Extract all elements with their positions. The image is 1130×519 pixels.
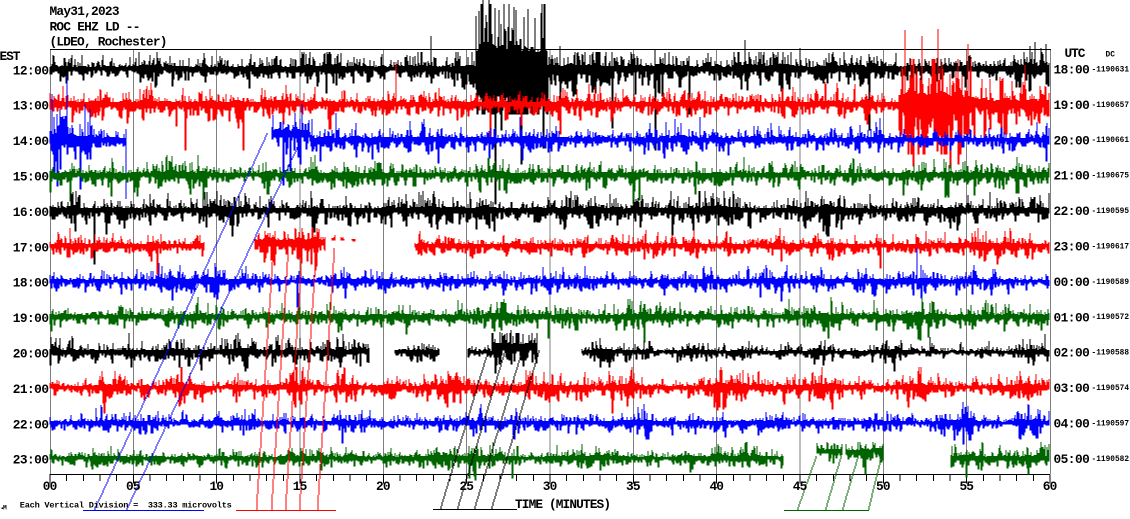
svg-text:01:00: 01:00 [1054, 310, 1090, 325]
svg-text:30: 30 [543, 479, 558, 494]
svg-text:UTC: UTC [1065, 46, 1086, 61]
svg-text:50: 50 [876, 479, 891, 494]
svg-text:20:00: 20:00 [1054, 133, 1090, 148]
svg-text:05:00: 05:00 [1054, 452, 1090, 467]
svg-text:14:00: 14:00 [13, 134, 49, 149]
svg-text:20:00: 20:00 [13, 347, 49, 362]
svg-text:21:00: 21:00 [13, 382, 49, 397]
svg-text:-1190595: -1190595 [1092, 208, 1130, 216]
svg-text:13:00: 13:00 [13, 99, 49, 114]
svg-text:-1190631: -1190631 [1092, 66, 1130, 74]
svg-text:Each Vertical Division = 333.: Each Vertical Division = 333.33 microvol… [20, 501, 232, 511]
svg-text:15: 15 [293, 479, 308, 494]
svg-text:00:00: 00:00 [1054, 275, 1090, 290]
svg-text:35: 35 [626, 479, 641, 494]
svg-text:05: 05 [126, 479, 141, 494]
svg-text:-1190589: -1190589 [1092, 279, 1130, 287]
svg-text:21:00: 21:00 [1054, 169, 1090, 184]
svg-text:55: 55 [959, 479, 974, 494]
svg-text:-1190617: -1190617 [1092, 243, 1130, 251]
svg-text:-1190572: -1190572 [1092, 314, 1130, 322]
svg-text:-1190675: -1190675 [1092, 173, 1130, 181]
svg-text:60: 60 [1043, 479, 1058, 494]
svg-text:02:00: 02:00 [1054, 346, 1090, 361]
svg-text:-1190588: -1190588 [1092, 350, 1130, 358]
svg-text:40: 40 [709, 479, 724, 494]
svg-text:03:00: 03:00 [1054, 381, 1090, 396]
svg-text:19:00: 19:00 [1054, 98, 1090, 113]
svg-text:23:00: 23:00 [1054, 240, 1090, 255]
svg-text:15:00: 15:00 [13, 170, 49, 185]
svg-text:25: 25 [459, 479, 474, 494]
svg-text:23:00: 23:00 [13, 453, 49, 468]
svg-text:-1190597: -1190597 [1092, 420, 1130, 428]
svg-text:12:00: 12:00 [13, 63, 49, 78]
svg-text:16:00: 16:00 [13, 205, 49, 220]
svg-text:10: 10 [209, 479, 224, 494]
svg-text:TIME (MINUTES): TIME (MINUTES) [515, 497, 611, 512]
svg-text:-1190657: -1190657 [1092, 102, 1130, 110]
svg-text:22:00: 22:00 [1054, 204, 1090, 219]
svg-text:-1190574: -1190574 [1092, 385, 1130, 393]
svg-text:M: M [3, 505, 7, 512]
svg-text:45: 45 [793, 479, 808, 494]
svg-text:18:00: 18:00 [13, 276, 49, 291]
svg-text:18:00: 18:00 [1054, 63, 1090, 78]
svg-text:22:00: 22:00 [13, 417, 49, 432]
svg-text:20: 20 [376, 479, 391, 494]
svg-text:04:00: 04:00 [1054, 417, 1090, 432]
svg-text:17:00: 17:00 [13, 240, 49, 255]
svg-text:ROC EHZ LD --: ROC EHZ LD -- [50, 19, 141, 34]
svg-text:00: 00 [43, 479, 58, 494]
svg-text:DC: DC [1106, 52, 1116, 60]
svg-text:-1190661: -1190661 [1092, 137, 1130, 145]
svg-text:-1190582: -1190582 [1092, 456, 1130, 464]
svg-text:19:00: 19:00 [13, 311, 49, 326]
svg-text:(LDEO, Rochester): (LDEO, Rochester) [50, 35, 168, 50]
svg-text:EST: EST [0, 49, 21, 64]
svg-text:May31,2023: May31,2023 [50, 4, 120, 19]
